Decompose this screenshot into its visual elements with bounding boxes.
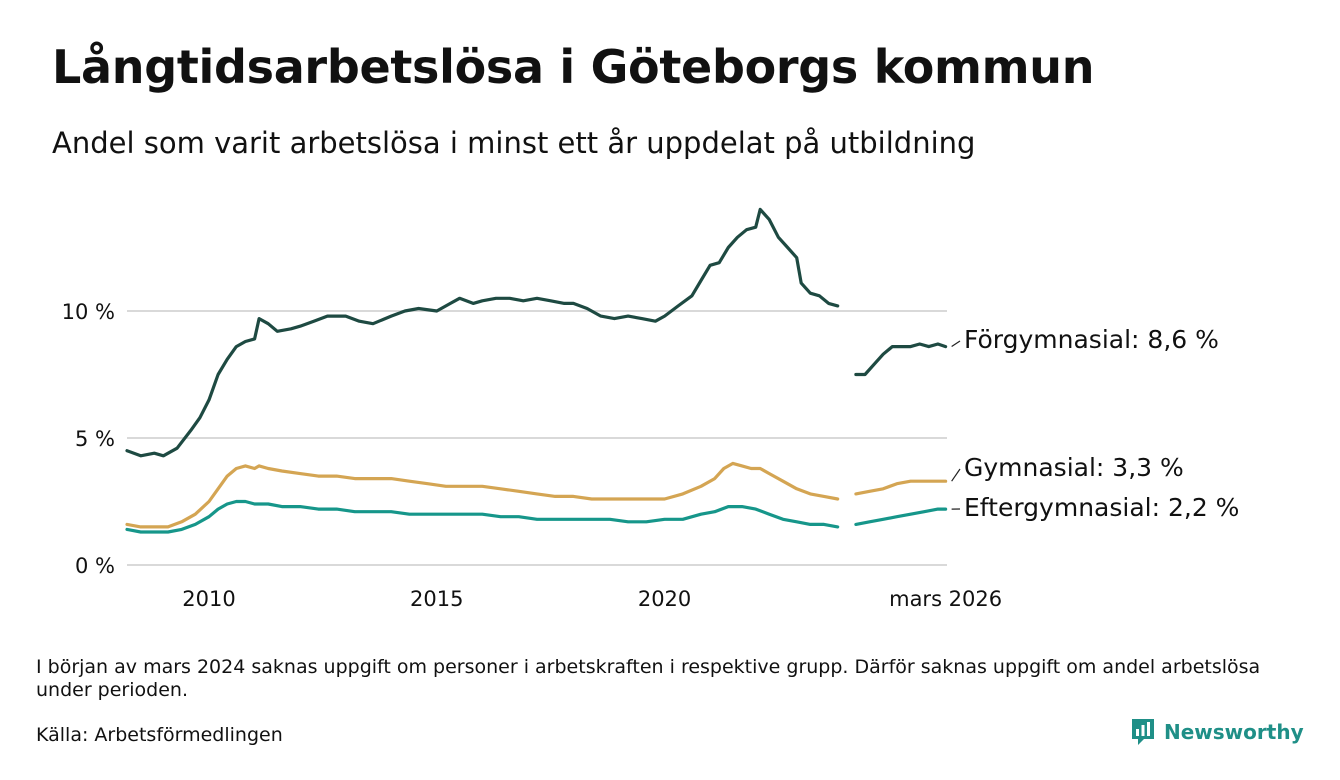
series-lines xyxy=(125,207,948,534)
x-tick-label: mars 2026 xyxy=(889,587,1002,611)
grid-lines xyxy=(127,310,947,566)
x-tick-label: 2010 xyxy=(182,587,235,611)
source-credit: Källa: Arbetsförmedlingen xyxy=(36,724,283,746)
chart-subtitle: Andel som varit arbetslösa i minst ett å… xyxy=(52,126,976,160)
end-label-gymnasial: Gymnasial: 3,3 % xyxy=(964,453,1184,482)
end-label-eftergymnasial: Eftergymnasial: 2,2 % xyxy=(964,493,1239,522)
y-tick-label: 0 % xyxy=(75,554,115,578)
newsworthy-logo[interactable]: Newsworthy xyxy=(1130,716,1304,748)
series-line-eftergymnasial-before-gap xyxy=(125,499,840,534)
y-axis-ticks: 0 % 5 % 10 % xyxy=(62,300,115,578)
x-tick-label: 2015 xyxy=(410,587,463,611)
y-tick-label: 5 % xyxy=(75,427,115,451)
series-line-forgymnasial-before-gap xyxy=(125,207,840,458)
end-label-connector-gymnasial xyxy=(951,468,961,482)
line-chart: 0 % 5 % 10 % 2010 2015 2020 mars 2026 Förgymn… xyxy=(62,207,1239,611)
x-tick-label: 2020 xyxy=(638,587,691,611)
brand-name: Newsworthy xyxy=(1164,720,1304,744)
end-label-connector-forgymnasial xyxy=(951,340,961,348)
series-line-eftergymnasial-after-gap xyxy=(854,507,948,526)
series-line-gymnasial-before-gap xyxy=(125,461,840,529)
series-line-gymnasial-after-gap xyxy=(854,479,948,496)
end-labels: Förgymnasial: 8,6 % Gymnasial: 3,3 % Efter… xyxy=(951,325,1239,522)
newsworthy-icon xyxy=(1132,719,1154,745)
end-label-forgymnasial: Förgymnasial: 8,6 % xyxy=(964,325,1219,354)
chart-title: Långtidsarbetslösa i Göteborgs kommun xyxy=(52,40,1095,94)
x-axis-ticks: 2010 2015 2020 mars 2026 xyxy=(182,587,1002,611)
footnote: I början av mars 2024 saknas uppgift om … xyxy=(36,656,1261,701)
y-tick-label: 10 % xyxy=(62,300,115,324)
series-line-forgymnasial-after-gap xyxy=(854,342,948,377)
